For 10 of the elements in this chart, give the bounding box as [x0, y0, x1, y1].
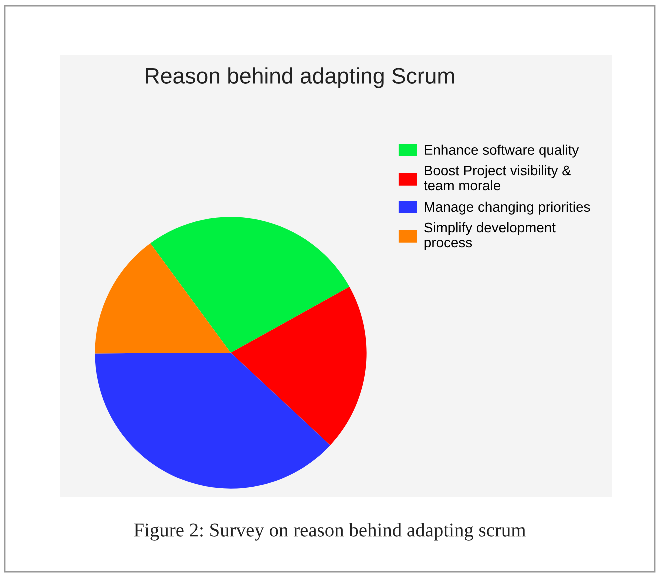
legend-label: Manage changing priorities	[425, 202, 590, 215]
legend-label: Boost Project visibility & team morale	[424, 165, 572, 191]
legend-label: Enhance software quality	[425, 144, 580, 158]
pie-slice	[150, 217, 350, 353]
pie-slice	[231, 286, 367, 446]
pie-slice	[95, 353, 331, 489]
legend-label: Simplify development process	[424, 222, 556, 250]
pie-slice	[95, 244, 231, 354]
chart-title: Reason behind adapting Scrum	[146, 68, 454, 88]
caption: Figure 2: Survey on reason behind adapting scrum	[134, 523, 526, 541]
